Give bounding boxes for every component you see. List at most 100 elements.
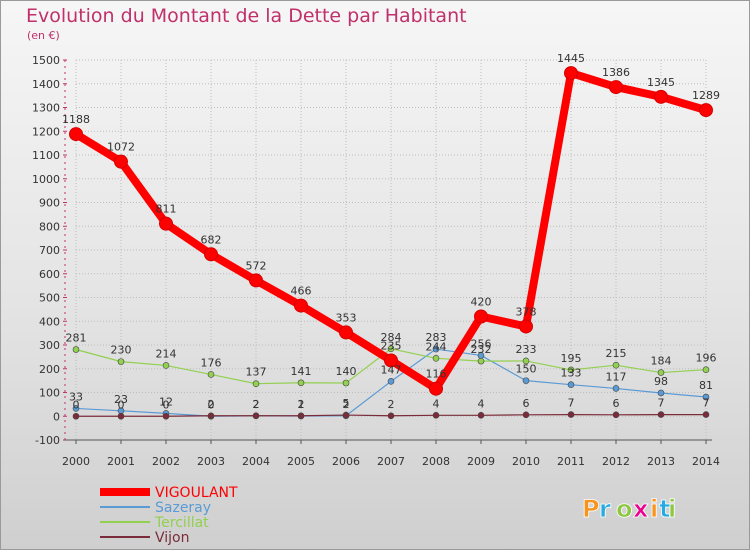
legend-label-vijon: Vijon	[155, 530, 190, 546]
data-label-tercillat: 281	[66, 332, 87, 345]
data-point-vigoulant	[339, 325, 353, 340]
x-tick-label: 2007	[377, 455, 405, 468]
data-point-vigoulant	[429, 381, 443, 396]
data-point-vijon	[522, 411, 530, 419]
data-point-sazeray	[702, 393, 710, 401]
data-label-vijon: 5	[343, 397, 350, 410]
data-point-vigoulant	[699, 103, 713, 118]
data-label-vigoulant: 466	[291, 285, 312, 298]
data-label-vijon: 0	[118, 398, 125, 411]
data-label-vigoulant: 682	[201, 233, 222, 246]
data-label-tercillat: 141	[291, 365, 312, 378]
data-point-tercillat	[162, 362, 170, 369]
data-label-vigoulant: 811	[156, 203, 177, 216]
data-label-vijon: 2	[298, 398, 305, 411]
data-label-tercillat: 196	[696, 352, 717, 365]
data-label-sazeray: 2	[253, 398, 260, 411]
data-point-tercillat	[387, 345, 395, 353]
y-tick-label: 500	[39, 292, 60, 305]
data-point-tercillat	[702, 366, 710, 374]
data-label-vijon: 7	[703, 397, 710, 410]
series-lines	[69, 66, 713, 420]
data-label-sazeray: 23	[114, 393, 128, 406]
series-vijon	[72, 411, 710, 420]
data-label-vigoulant: 1345	[647, 76, 675, 89]
data-label-vigoulant: 420	[471, 296, 492, 309]
data-point-vigoulant	[69, 127, 83, 142]
data-point-vigoulant	[204, 247, 218, 262]
data-point-vigoulant	[384, 353, 398, 368]
chart-subtitle: (en €)	[27, 29, 60, 42]
data-label-vigoulant: 116	[426, 368, 447, 381]
x-tick-label: 2001	[107, 455, 135, 468]
data-label-tercillat: 214	[156, 347, 177, 360]
data-point-vijon	[207, 412, 215, 420]
data-label-vijon: 2	[253, 398, 260, 411]
legend-label-tercillat: Tercillat	[154, 515, 209, 531]
data-point-sazeray	[387, 378, 395, 385]
y-tick-label: 100	[39, 387, 60, 400]
logo-letter: x	[633, 495, 649, 523]
data-point-tercillat	[657, 369, 665, 376]
data-point-vijon	[387, 412, 395, 420]
data-label-vigoulant: 353	[336, 311, 357, 324]
data-point-vigoulant	[519, 319, 533, 334]
y-tick-label: 600	[39, 268, 60, 281]
data-label-vijon: 2	[388, 398, 395, 411]
y-tick-label: 400	[39, 315, 60, 328]
data-point-vijon	[252, 412, 260, 420]
data-label-sazeray: 150	[516, 363, 537, 376]
data-point-vigoulant	[609, 80, 623, 95]
x-tick-label: 2008	[422, 455, 450, 468]
y-tick-label: 1100	[32, 149, 60, 162]
data-point-tercillat	[477, 357, 485, 365]
data-label-tercillat: 195	[561, 352, 582, 365]
series-vigoulant	[69, 66, 713, 396]
data-label-vijon: 4	[433, 397, 440, 410]
data-point-sazeray	[657, 389, 665, 397]
data-point-sazeray	[522, 377, 530, 384]
data-label-vijon: 0	[73, 398, 80, 411]
data-point-sazeray	[567, 381, 575, 388]
x-tick-label: 2002	[152, 455, 180, 468]
data-label-vigoulant: 1445	[557, 52, 585, 65]
data-point-vijon	[612, 411, 620, 419]
y-tick-label: 300	[39, 339, 60, 352]
y-tick-label: 1000	[32, 173, 60, 186]
data-point-vigoulant	[294, 298, 308, 313]
data-label-vigoulant: 1072	[107, 141, 135, 154]
data-point-vijon	[432, 411, 440, 419]
y-tick-label: 1400	[32, 78, 60, 91]
logo-letter: i	[650, 495, 658, 523]
logo-letter: r	[599, 495, 611, 523]
data-point-vijon	[477, 411, 485, 419]
data-label-tercillat: 232	[471, 343, 492, 356]
data-label-vigoulant: 1188	[62, 113, 90, 126]
data-label-sazeray: 33	[69, 390, 83, 403]
data-point-vijon	[72, 412, 80, 420]
logo-letter: o	[616, 495, 633, 523]
data-label-vigoulant: 1386	[602, 66, 630, 79]
data-label-sazeray: 0	[208, 398, 215, 411]
data-label-sazeray: 81	[699, 379, 713, 392]
y-tick-label: 800	[39, 220, 60, 233]
data-point-vigoulant	[474, 309, 488, 324]
data-label-sazeray: 256	[471, 337, 492, 350]
legend-label-vigoulant: VIGOULANT	[155, 485, 238, 501]
data-label-sazeray: 98	[654, 375, 668, 388]
data-label-tercillat: 176	[201, 356, 222, 369]
data-label-vijon: 2	[208, 398, 215, 411]
axes: -100010020030040050060070080090010001100…	[32, 54, 720, 468]
data-label-tercillat: 184	[651, 355, 672, 368]
x-tick-label: 2006	[332, 455, 360, 468]
logo-letter: P	[582, 495, 600, 523]
data-label-tercillat: 140	[336, 365, 357, 378]
y-tick-label: -100	[35, 434, 60, 447]
data-label-tercillat: 230	[111, 344, 132, 357]
data-label-vijon: 6	[613, 397, 620, 410]
x-tick-label: 2000	[62, 455, 90, 468]
data-point-tercillat	[612, 361, 620, 369]
